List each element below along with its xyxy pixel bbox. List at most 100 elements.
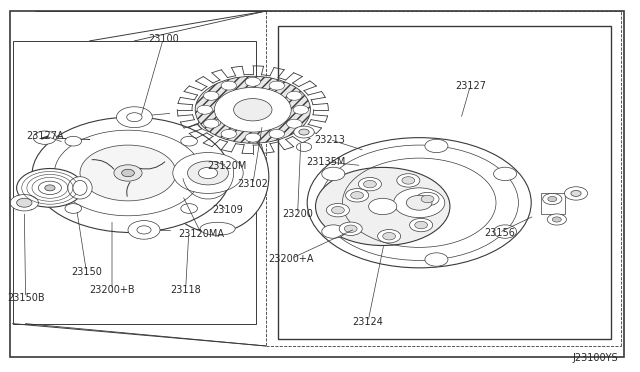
Circle shape xyxy=(364,180,376,188)
Ellipse shape xyxy=(73,180,87,195)
Text: 23150B: 23150B xyxy=(7,293,44,302)
Circle shape xyxy=(17,195,18,196)
Circle shape xyxy=(383,232,396,240)
Circle shape xyxy=(221,129,237,138)
Circle shape xyxy=(80,145,176,201)
Circle shape xyxy=(547,214,566,225)
Text: 23109: 23109 xyxy=(212,205,243,215)
Circle shape xyxy=(294,126,314,138)
Text: 23213: 23213 xyxy=(314,135,345,144)
Circle shape xyxy=(38,181,61,195)
Circle shape xyxy=(358,177,381,191)
Circle shape xyxy=(17,169,83,207)
Circle shape xyxy=(415,221,428,229)
Text: 23124: 23124 xyxy=(353,317,383,327)
Circle shape xyxy=(394,188,445,218)
Circle shape xyxy=(198,113,230,132)
Text: 23118: 23118 xyxy=(170,285,201,295)
Circle shape xyxy=(269,81,285,90)
Circle shape xyxy=(416,192,439,206)
Circle shape xyxy=(17,209,18,210)
Ellipse shape xyxy=(68,177,92,199)
Circle shape xyxy=(552,217,561,222)
Circle shape xyxy=(287,92,302,100)
Circle shape xyxy=(406,195,432,210)
Circle shape xyxy=(269,129,285,138)
Circle shape xyxy=(493,167,516,181)
Circle shape xyxy=(332,206,344,214)
Circle shape xyxy=(245,133,260,142)
Circle shape xyxy=(346,189,369,202)
Circle shape xyxy=(173,153,243,193)
Circle shape xyxy=(204,92,219,100)
Text: 23127: 23127 xyxy=(455,81,486,90)
Circle shape xyxy=(188,161,228,185)
Circle shape xyxy=(397,174,420,187)
Circle shape xyxy=(38,202,39,203)
Text: 23120MA: 23120MA xyxy=(179,230,225,239)
Circle shape xyxy=(137,226,151,234)
Text: 23102: 23102 xyxy=(237,179,268,189)
Circle shape xyxy=(493,225,516,238)
Circle shape xyxy=(326,203,349,217)
Circle shape xyxy=(127,113,142,122)
Circle shape xyxy=(17,198,32,207)
Circle shape xyxy=(54,130,202,216)
Circle shape xyxy=(378,230,401,243)
Circle shape xyxy=(204,119,219,128)
Circle shape xyxy=(543,193,562,205)
Text: 23156: 23156 xyxy=(484,228,515,237)
Bar xyxy=(13,41,256,324)
Text: 23150: 23150 xyxy=(71,267,102,276)
Circle shape xyxy=(421,195,434,203)
Circle shape xyxy=(122,169,134,177)
Ellipse shape xyxy=(160,121,269,232)
Text: 23200+A: 23200+A xyxy=(268,254,314,263)
Circle shape xyxy=(245,77,260,86)
Circle shape xyxy=(287,119,302,128)
Ellipse shape xyxy=(200,222,236,235)
Circle shape xyxy=(351,192,364,199)
Circle shape xyxy=(65,204,81,214)
Circle shape xyxy=(322,167,345,181)
Circle shape xyxy=(344,225,357,232)
Text: 23120M: 23120M xyxy=(207,161,247,170)
Circle shape xyxy=(181,136,198,146)
Circle shape xyxy=(208,119,221,126)
Bar xyxy=(278,26,611,339)
Circle shape xyxy=(128,221,160,239)
Text: 23200: 23200 xyxy=(282,209,313,219)
Circle shape xyxy=(195,76,310,143)
Circle shape xyxy=(307,138,531,268)
Bar xyxy=(541,193,565,214)
Circle shape xyxy=(322,225,345,238)
Text: 23127A: 23127A xyxy=(26,131,63,141)
Circle shape xyxy=(32,117,230,232)
Circle shape xyxy=(339,222,362,235)
Circle shape xyxy=(31,195,32,196)
Circle shape xyxy=(425,253,448,266)
Circle shape xyxy=(234,99,272,121)
Text: 23200+B: 23200+B xyxy=(89,285,135,295)
Circle shape xyxy=(548,196,557,202)
Circle shape xyxy=(114,165,142,181)
Circle shape xyxy=(45,185,55,191)
Circle shape xyxy=(299,129,309,135)
Circle shape xyxy=(369,198,397,215)
Circle shape xyxy=(571,190,581,196)
Circle shape xyxy=(221,81,237,90)
Circle shape xyxy=(31,209,32,210)
Circle shape xyxy=(293,105,308,114)
Circle shape xyxy=(425,139,448,153)
Circle shape xyxy=(197,105,212,114)
Circle shape xyxy=(316,167,450,246)
Circle shape xyxy=(564,187,588,200)
Circle shape xyxy=(116,107,152,128)
Circle shape xyxy=(10,195,38,211)
Circle shape xyxy=(410,218,433,232)
Circle shape xyxy=(214,87,291,132)
Text: 23135M: 23135M xyxy=(307,157,346,167)
Text: J23100YS: J23100YS xyxy=(572,353,618,363)
Circle shape xyxy=(402,177,415,184)
Circle shape xyxy=(198,167,218,179)
